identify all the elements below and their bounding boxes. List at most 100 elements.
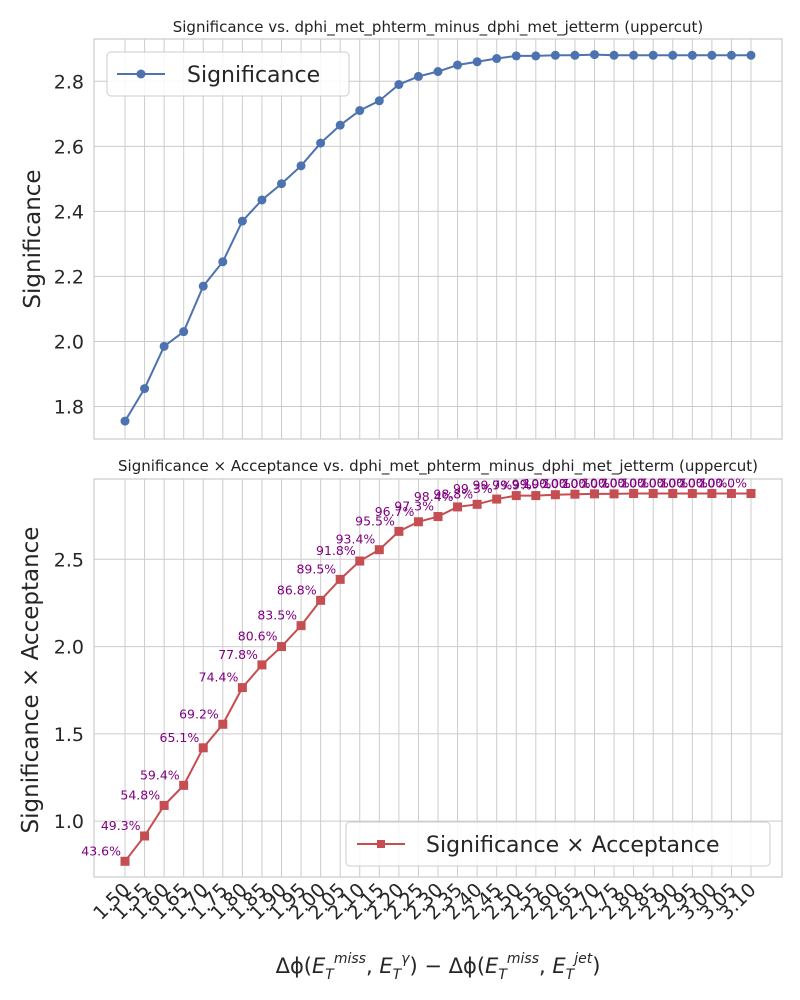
acceptance-label: 77.8% [218,647,258,662]
data-point [257,660,267,670]
data-point [492,54,502,64]
acceptance-label: 100.0% [621,475,669,490]
data-point [511,51,521,61]
bottom-chart-title: Significance × Acceptance vs. dphi_met_p… [118,457,758,476]
acceptance-label: 100.0% [562,476,610,491]
data-point [120,856,130,866]
top-legend-box [106,51,350,97]
top-legend-label: Significance [187,63,320,88]
data-point [316,595,326,605]
acceptance-label: 98.4% [414,489,454,504]
top-legend: Significance [106,51,350,97]
data-point [159,341,169,351]
data-point [218,257,228,267]
data-point [746,488,756,498]
data-point [492,494,502,504]
data-point [355,106,365,116]
acceptance-label: 99.3% [453,481,493,496]
data-point [550,490,560,500]
y-tick-label: 1.0 [54,811,84,833]
acceptance-label: 100.0% [523,476,571,491]
data-point [453,502,463,512]
data-point [257,195,267,205]
y-tick-label: 1.5 [54,724,84,746]
acceptance-label: 59.4% [140,767,180,782]
data-point [668,488,678,498]
data-point [433,67,443,77]
acceptance-label: 80.6% [238,629,278,644]
data-point [198,281,208,291]
acceptance-label: 100.0% [602,475,650,490]
acceptance-label: 69.2% [179,706,219,721]
bottom-legend-box [345,821,771,867]
y-tick-label: 2.0 [54,637,84,659]
acceptance-label: 74.4% [199,670,239,685]
bottom-series [120,488,756,866]
data-point [179,780,189,790]
data-point [140,831,150,841]
top-series [120,50,756,426]
data-point [335,120,345,130]
acceptance-label: 54.8% [120,787,160,802]
bottom-legend-marker [377,840,385,848]
y-tick-label: 2.8 [54,71,84,93]
bottom-x-tick-labels: 1.501.551.601.651.701.751.801.851.901.95… [89,879,760,924]
data-point [453,60,463,70]
top-y-tick-labels: 1.8 2.0 2.2 2.4 2.6 2.8 [54,71,84,418]
top-panel: 1.8 2.0 2.2 2.4 2.6 2.8 Significance vs. dphi… [20,18,783,440]
top-chart-title: Significance vs. dphi_met_phterm_minus_d… [173,18,704,37]
acceptance-label: 100.0% [641,475,689,490]
data-point [472,57,482,67]
acceptance-label: 100.0% [680,475,728,490]
data-point [374,545,384,555]
acceptance-label: 100.0% [582,475,630,490]
data-point [394,526,404,536]
data-point [550,50,560,60]
acceptance-label: 43.6% [81,843,121,858]
y-tick-label: 2.0 [54,331,84,353]
data-point [609,50,619,60]
data-point [570,489,580,499]
data-point [218,719,228,729]
data-point [472,499,482,509]
acceptance-label: 83.5% [257,608,297,623]
y-tick-label: 2.5 [54,549,84,571]
data-point [609,489,619,499]
data-point [590,50,599,60]
data-point [531,491,541,501]
acceptance-label: 93.4% [336,532,376,547]
acceptance-label: 89.5% [296,561,336,576]
top-gridlines [94,39,782,439]
data-point [413,71,423,81]
bottom-y-axis-label: Significance × Acceptance [18,527,44,834]
x-axis-label: Δϕ(ETmiss, ETγ) − Δϕ(ETmiss, ETjet) [276,951,601,983]
data-point [335,574,345,584]
acceptance-label: 95.5% [355,513,395,528]
data-point [433,512,443,522]
acceptance-label: 98.8% [433,486,473,501]
data-point [668,50,678,60]
acceptance-label: 96.7% [375,504,415,519]
y-tick-label: 2.2 [54,266,84,288]
data-point [511,491,521,501]
data-point [648,488,658,498]
data-point [198,743,208,753]
data-point [726,50,736,60]
data-point [707,50,717,60]
y-tick-label: 2.6 [54,136,84,158]
bottom-gridlines [94,479,782,877]
data-point [237,216,247,226]
data-point [629,488,639,498]
data-point [374,96,384,106]
acceptance-label: 91.8% [316,543,356,558]
acceptance-label: 97.3% [394,499,434,514]
acceptance-label: 99.9% [512,477,552,492]
acceptance-label: 86.8% [277,582,317,597]
data-point [687,50,697,60]
acceptance-label: 99.9% [492,478,532,493]
bottom-legend: Significance × Acceptance [345,821,771,867]
data-point [159,800,169,810]
data-point [394,80,404,90]
data-point [237,683,247,693]
